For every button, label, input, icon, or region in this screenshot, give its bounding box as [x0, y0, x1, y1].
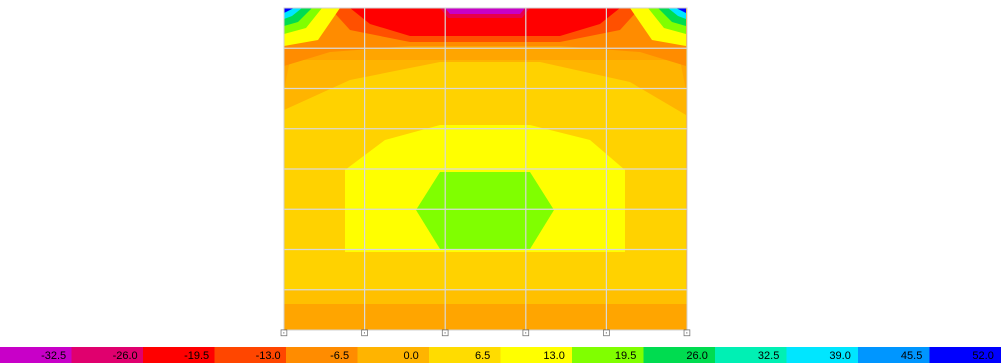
- support-symbol: ⊡: [602, 328, 610, 339]
- legend-label: -32.5: [41, 350, 66, 362]
- mesh-grid: [284, 8, 687, 330]
- legend-label: 0.0: [403, 350, 418, 362]
- legend-swatch: [143, 347, 215, 363]
- legend-swatch: [786, 347, 859, 363]
- legend-label: 39.0: [829, 350, 850, 362]
- support-symbol: ⊡: [522, 328, 530, 339]
- legend-label: 6.5: [475, 350, 490, 362]
- legend-labels: -32.5 -26.0 -19.5 -13.0 -6.5 0.0 6.5 13.0 19.5 26…: [41, 350, 994, 362]
- contour-corner-tl-blue: [284, 8, 294, 13]
- legend-swatch: [0, 347, 72, 363]
- legend-label: 45.5: [901, 350, 922, 362]
- contour-band-green: [416, 172, 554, 249]
- support-symbols: ⊡ ⊡ ⊡ ⊡ ⊡ ⊡: [280, 328, 691, 339]
- legend-swatch: [929, 347, 1001, 363]
- legend-label: -13.0: [256, 350, 281, 362]
- legend-label: -19.5: [184, 350, 209, 362]
- legend-swatch: [214, 347, 287, 363]
- support-symbol: ⊡: [441, 328, 449, 339]
- legend-swatch: [429, 347, 501, 363]
- legend-swatch: [643, 347, 716, 363]
- legend-label: -6.5: [330, 350, 349, 362]
- legend-swatch: [500, 347, 573, 363]
- legend-label: 19.5: [615, 350, 636, 362]
- legend-swatches: [0, 347, 1001, 363]
- contour-band-top-magenta: [445, 8, 525, 14]
- legend-label: 32.5: [758, 350, 779, 362]
- contour-plot: ⊡ ⊡ ⊡ ⊡ ⊡ ⊡: [280, 7, 691, 339]
- legend-swatch: [572, 347, 644, 363]
- legend-swatch: [858, 347, 930, 363]
- legend-swatch: [715, 347, 787, 363]
- contour-band-top-red: [350, 8, 620, 36]
- legend-swatch: [71, 347, 144, 363]
- color-legend: -32.5 -26.0 -19.5 -13.0 -6.5 0.0 6.5 13.0 19.5 26…: [0, 347, 1001, 363]
- legend-label: 13.0: [543, 350, 564, 362]
- legend-label: 52.0: [972, 350, 993, 362]
- legend-label: 26.0: [686, 350, 707, 362]
- support-symbol: ⊡: [683, 328, 691, 339]
- legend-swatch: [357, 347, 430, 363]
- contour-band-bottom-1: [284, 290, 687, 304]
- support-symbol: ⊡: [360, 328, 368, 339]
- support-symbol: ⊡: [280, 328, 288, 339]
- legend-swatch: [286, 347, 358, 363]
- contour-corner-tr-blue: [676, 8, 686, 13]
- contour-band-bottom-2: [284, 304, 687, 330]
- legend-label: -26.0: [113, 350, 138, 362]
- plot-border: [283, 7, 688, 331]
